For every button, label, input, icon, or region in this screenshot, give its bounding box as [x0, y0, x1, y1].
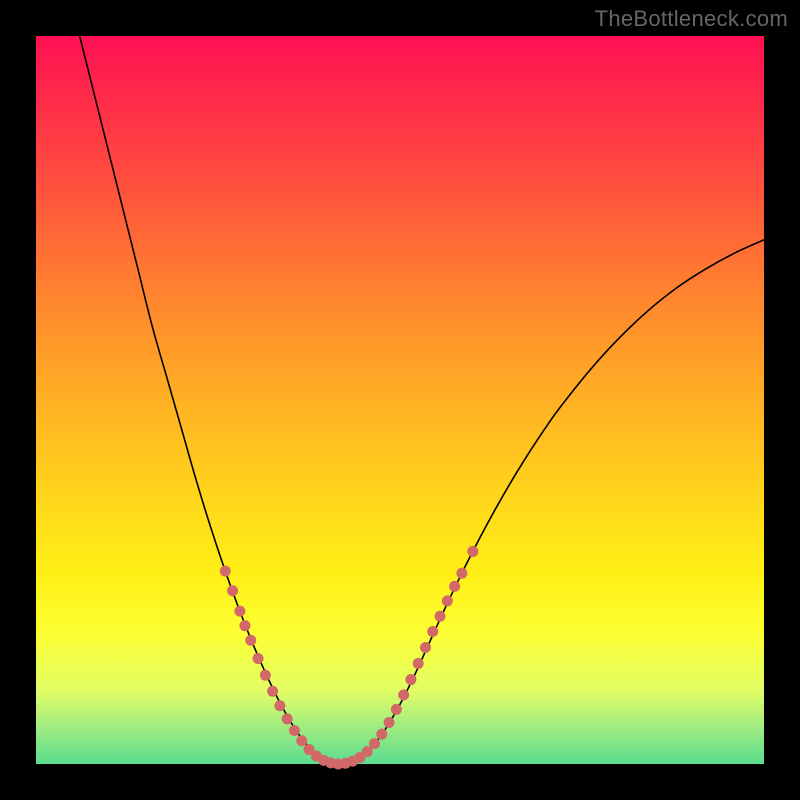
data-marker — [391, 704, 402, 715]
chart-svg — [36, 36, 764, 764]
data-marker — [413, 658, 424, 669]
data-marker — [274, 700, 285, 711]
data-marker — [260, 670, 271, 681]
data-marker — [253, 653, 264, 664]
data-marker — [456, 568, 467, 579]
data-marker — [227, 585, 238, 596]
data-marker — [220, 566, 231, 577]
data-marker — [282, 713, 293, 724]
data-marker — [435, 611, 446, 622]
data-marker — [267, 686, 278, 697]
data-marker — [449, 581, 460, 592]
data-marker — [289, 725, 300, 736]
data-marker — [296, 735, 307, 746]
marker-group — [220, 546, 479, 770]
curve-left_curve — [80, 36, 338, 764]
line-series-group — [80, 36, 764, 764]
data-marker — [376, 729, 387, 740]
data-marker — [420, 642, 431, 653]
data-marker — [442, 595, 453, 606]
data-marker — [384, 717, 395, 728]
data-marker — [405, 674, 416, 685]
data-marker — [245, 635, 256, 646]
data-marker — [427, 626, 438, 637]
curve-right_curve — [338, 240, 764, 764]
data-marker — [467, 546, 478, 557]
watermark-text: TheBottleneck.com — [595, 6, 788, 32]
data-marker — [234, 606, 245, 617]
data-marker — [369, 738, 380, 749]
data-marker — [239, 620, 250, 631]
data-marker — [398, 689, 409, 700]
